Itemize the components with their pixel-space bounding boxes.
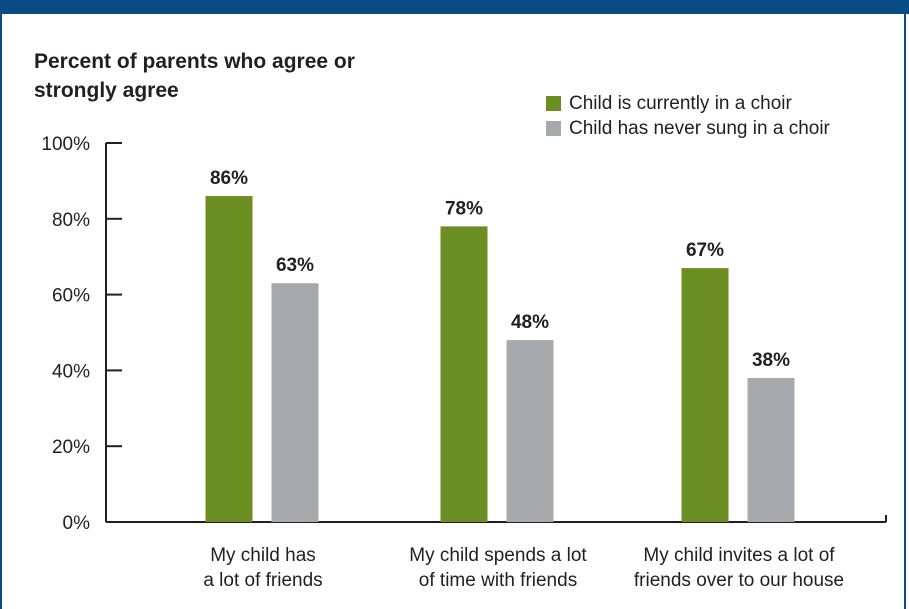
bar <box>747 377 795 522</box>
category-label: a lot of friends <box>203 570 322 591</box>
y-tick-label: 100% <box>41 134 90 155</box>
chart-frame <box>0 14 906 609</box>
legend-label-never-sung: Child has never sung in a choir <box>569 117 830 139</box>
legend-swatch-never-sung <box>546 121 561 136</box>
y-tick-label: 0% <box>63 513 91 534</box>
legend-item-in-choir: Child is currently in a choir <box>546 91 830 116</box>
category-label: friends over to our house <box>634 570 844 591</box>
data-label: 38% <box>752 350 790 371</box>
data-label: 86% <box>210 168 248 189</box>
data-label: 63% <box>276 255 314 276</box>
data-label: 78% <box>445 198 483 219</box>
chart-title: Percent of parents who agree or strongly… <box>34 50 355 102</box>
y-tick-label: 60% <box>52 286 90 307</box>
header-band <box>0 0 909 14</box>
bar <box>440 226 488 522</box>
bar <box>205 196 253 522</box>
category-label: My child spends a lot <box>409 545 587 566</box>
legend: Child is currently in a choir Child has … <box>546 91 830 141</box>
category-label: My child invites a lot of <box>643 545 835 566</box>
y-tick-label: 80% <box>52 210 90 231</box>
legend-label-in-choir: Child is currently in a choir <box>569 92 792 114</box>
legend-swatch-in-choir <box>546 96 561 111</box>
data-label: 67% <box>686 240 724 261</box>
y-tick-label: 20% <box>52 437 90 458</box>
y-tick-label: 40% <box>52 361 90 382</box>
category-label: of time with friends <box>419 570 577 591</box>
bar <box>681 268 729 522</box>
data-label: 48% <box>511 312 549 333</box>
legend-item-never-sung: Child has never sung in a choir <box>546 116 830 141</box>
bar <box>506 340 554 522</box>
category-label: My child has <box>210 545 316 566</box>
bar <box>271 283 319 522</box>
